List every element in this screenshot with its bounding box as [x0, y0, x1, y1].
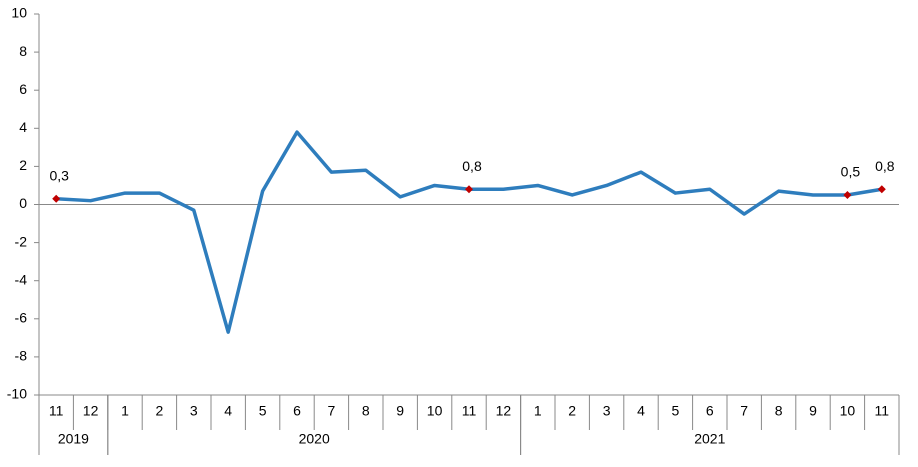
year-label: 2020	[299, 431, 330, 447]
x-tick-label: 6	[706, 403, 714, 419]
marker	[52, 194, 61, 203]
value-label: 0,5	[841, 164, 861, 180]
x-tick-label: 1	[121, 403, 129, 419]
x-tick-label: 11	[462, 403, 477, 419]
x-tick-label: 4	[224, 403, 232, 419]
value-label: 0,3	[49, 167, 69, 183]
x-tick-label: 7	[740, 403, 748, 419]
x-tick-label: 9	[809, 403, 817, 419]
marker	[843, 190, 852, 199]
year-label: 2021	[694, 431, 725, 447]
x-tick-label: 3	[603, 403, 611, 419]
value-label: 0,8	[875, 158, 895, 174]
x-tick-label: 12	[496, 403, 512, 419]
y-tick-label: 2	[19, 157, 27, 173]
y-tick-label: -4	[15, 271, 28, 287]
x-tick-label: 5	[259, 403, 267, 419]
x-tick-label: 9	[396, 403, 404, 419]
x-tick-label: 11	[875, 403, 890, 419]
year-label: 2019	[58, 431, 89, 447]
x-tick-label: 2	[156, 403, 164, 419]
x-tick-label: 7	[328, 403, 336, 419]
x-tick-label: 11	[49, 403, 64, 419]
x-tick-label: 12	[83, 403, 99, 419]
x-tick-label: 2	[568, 403, 576, 419]
marker	[877, 185, 886, 194]
y-tick-label: -8	[15, 348, 28, 364]
x-tick-label: 6	[293, 403, 301, 419]
y-tick-label: -2	[15, 233, 28, 249]
y-tick-label: 4	[19, 119, 27, 135]
y-tick-label: -10	[7, 386, 27, 402]
y-tick-label: 0	[19, 195, 27, 211]
y-tick-label: 10	[11, 5, 27, 21]
x-tick-label: 5	[672, 403, 680, 419]
x-tick-label: 1	[534, 403, 542, 419]
y-tick-label: 8	[19, 43, 27, 59]
y-tick-label: -6	[15, 310, 28, 326]
x-tick-label: 10	[840, 403, 856, 419]
x-tick-label: 10	[427, 403, 443, 419]
value-label: 0,8	[462, 158, 482, 174]
marker	[465, 185, 473, 194]
x-tick-label: 4	[637, 403, 645, 419]
y-tick-label: 6	[19, 81, 27, 97]
x-tick-label: 8	[775, 403, 783, 419]
x-tick-label: 3	[190, 403, 198, 419]
x-tick-label: 8	[362, 403, 370, 419]
